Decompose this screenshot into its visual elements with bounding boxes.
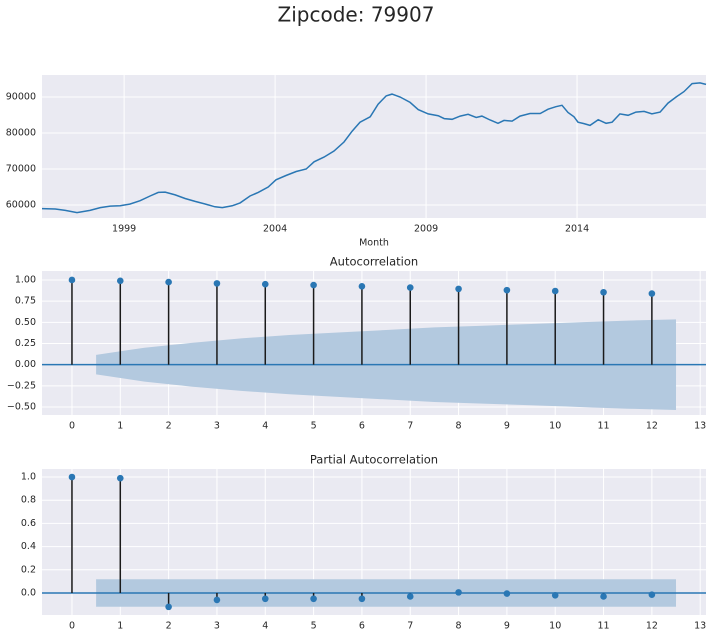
- y-tick-label: 0.25: [15, 338, 36, 349]
- stem-marker: [406, 284, 414, 291]
- x-tick-label: 9: [504, 621, 510, 632]
- stem-marker: [551, 591, 559, 599]
- x-tick-label: 1: [117, 621, 123, 632]
- confidence-band: [96, 364, 677, 410]
- stem-marker: [455, 285, 462, 293]
- x-tick-label: 12: [646, 421, 658, 432]
- y-tick-label: 70000: [6, 164, 36, 175]
- x-tick-label: 8: [456, 421, 462, 432]
- stem-marker: [600, 288, 607, 296]
- stem-marker: [455, 589, 462, 596]
- stem-marker: [213, 280, 221, 287]
- y-tick-label: 60000: [6, 200, 36, 211]
- y-tick-label: 0.2: [21, 564, 36, 575]
- plot-area: [42, 75, 706, 218]
- x-tick-label: 0: [69, 421, 75, 432]
- x-tick-label: 4: [262, 421, 268, 432]
- y-tick-label: 0.4: [21, 541, 36, 552]
- x-tick-label: 11: [598, 621, 610, 632]
- x-tick-label: 0: [69, 621, 75, 632]
- y-tick-label: 80000: [6, 127, 36, 138]
- y-tick-label: −0.25: [7, 380, 36, 391]
- stem-marker: [358, 595, 366, 603]
- x-tick-label: 2009: [414, 224, 438, 235]
- stem-marker: [600, 593, 607, 600]
- chart-title: Partial Autocorrelation: [310, 453, 438, 467]
- stem-marker: [648, 290, 656, 297]
- chart-title: Autocorrelation: [330, 255, 418, 269]
- x-tick-label: 2014: [565, 224, 589, 235]
- stem-marker: [116, 474, 124, 482]
- stem-marker: [213, 596, 221, 604]
- x-tick-label: 5: [311, 621, 317, 632]
- x-axis-label: Month: [359, 238, 389, 249]
- stem-marker: [116, 277, 124, 285]
- x-tick-label: 1999: [112, 224, 136, 235]
- stem-marker: [68, 473, 76, 481]
- x-tick-label: 13: [694, 621, 706, 632]
- stem-marker: [648, 591, 656, 599]
- x-tick-label: 8: [456, 621, 462, 632]
- stem-marker: [310, 595, 317, 603]
- x-tick-label: 13: [694, 421, 706, 432]
- x-tick-label: 11: [598, 421, 610, 432]
- x-tick-label: 4: [262, 621, 268, 632]
- x-tick-label: 10: [549, 421, 561, 432]
- y-tick-label: 90000: [6, 91, 36, 102]
- stem-marker: [310, 281, 317, 289]
- confidence-band: [96, 319, 677, 365]
- y-tick-label: 1.0: [21, 472, 36, 483]
- y-tick-label: −0.50: [7, 402, 36, 413]
- stem-marker: [68, 276, 76, 284]
- stem-marker: [551, 287, 559, 295]
- y-tick-label: 0.0: [21, 587, 36, 598]
- x-tick-label: 2: [166, 421, 172, 432]
- stem-marker: [406, 593, 414, 600]
- line: [41, 82, 707, 214]
- x-tick-label: 3: [214, 621, 220, 632]
- figure-title: Zipcode: 79907: [278, 3, 435, 27]
- stem-marker: [503, 590, 511, 597]
- stem-marker: [165, 278, 172, 286]
- confidence-band: [96, 592, 677, 607]
- stem-marker: [503, 286, 511, 294]
- y-tick-label: 0.50: [15, 317, 36, 328]
- x-tick-label: 10: [549, 621, 561, 632]
- stem-marker: [165, 603, 172, 611]
- x-tick-label: 3: [214, 421, 220, 432]
- y-tick-label: 1.00: [15, 274, 36, 285]
- x-tick-label: 2: [166, 621, 172, 632]
- y-tick-label: 0.75: [15, 296, 36, 307]
- stem-marker: [261, 595, 269, 603]
- x-tick-label: 2004: [263, 224, 287, 235]
- x-tick-label: 12: [646, 621, 658, 632]
- stem-marker: [261, 280, 269, 288]
- x-tick-label: 5: [311, 421, 317, 432]
- x-tick-label: 1: [117, 421, 123, 432]
- y-tick-label: 0.00: [15, 359, 36, 370]
- x-tick-label: 6: [359, 421, 365, 432]
- x-tick-label: 9: [504, 421, 510, 432]
- x-tick-label: 7: [407, 421, 413, 432]
- y-tick-label: 0.8: [21, 495, 36, 506]
- x-tick-label: 6: [359, 621, 365, 632]
- y-tick-label: 0.6: [21, 518, 36, 529]
- confidence-band: [96, 579, 677, 593]
- stem-marker: [358, 283, 366, 290]
- x-tick-label: 7: [407, 621, 413, 632]
